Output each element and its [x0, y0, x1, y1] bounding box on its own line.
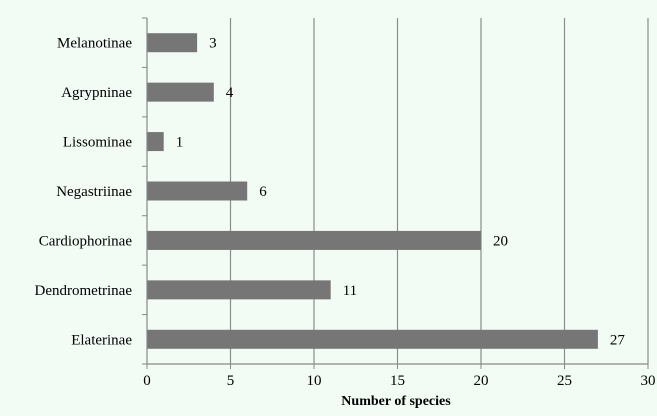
- category-label: Melanotinae: [57, 36, 132, 52]
- category-label: Elaterinae: [71, 332, 132, 348]
- category-label: Negastriinae: [56, 184, 132, 200]
- bar-lissominae: [147, 132, 164, 152]
- bar-cardiophorinae: [147, 230, 481, 250]
- bar-negastriinae: [147, 181, 248, 201]
- data-label: 1: [176, 135, 184, 151]
- data-label: 20: [493, 233, 508, 249]
- data-label: 6: [259, 184, 267, 200]
- category-label: Agrypninae: [61, 85, 132, 101]
- x-tick-label: 15: [390, 373, 405, 389]
- x-tick-label: 25: [557, 373, 572, 389]
- x-tick-label: 20: [474, 373, 489, 389]
- x-axis-title: Number of species: [341, 394, 451, 409]
- category-label: Dendrometrinae: [35, 283, 133, 299]
- data-label: 27: [610, 332, 626, 348]
- bar-agrypninae: [147, 82, 214, 102]
- x-tick-label: 5: [227, 373, 235, 389]
- data-label: 3: [209, 36, 217, 52]
- category-label: Lissominae: [63, 135, 132, 151]
- gridlines: [229, 18, 649, 364]
- x-tick-label: 30: [641, 373, 656, 389]
- bar-melanotinae: [147, 33, 198, 53]
- bar-elaterinae: [147, 329, 598, 349]
- axes: 0 5 10 15 20 25 30 Melanotinae Agrypninae Lissomi…: [35, 17, 656, 389]
- bars: 3 4 1 6 20 11 27: [147, 33, 625, 349]
- x-tick-label: 0: [143, 373, 151, 389]
- data-label: 11: [343, 283, 357, 299]
- x-tick-label: 10: [307, 373, 322, 389]
- bar-dendrometrinae: [147, 280, 331, 300]
- data-label: 4: [226, 85, 234, 101]
- category-label: Cardiophorinae: [39, 233, 133, 249]
